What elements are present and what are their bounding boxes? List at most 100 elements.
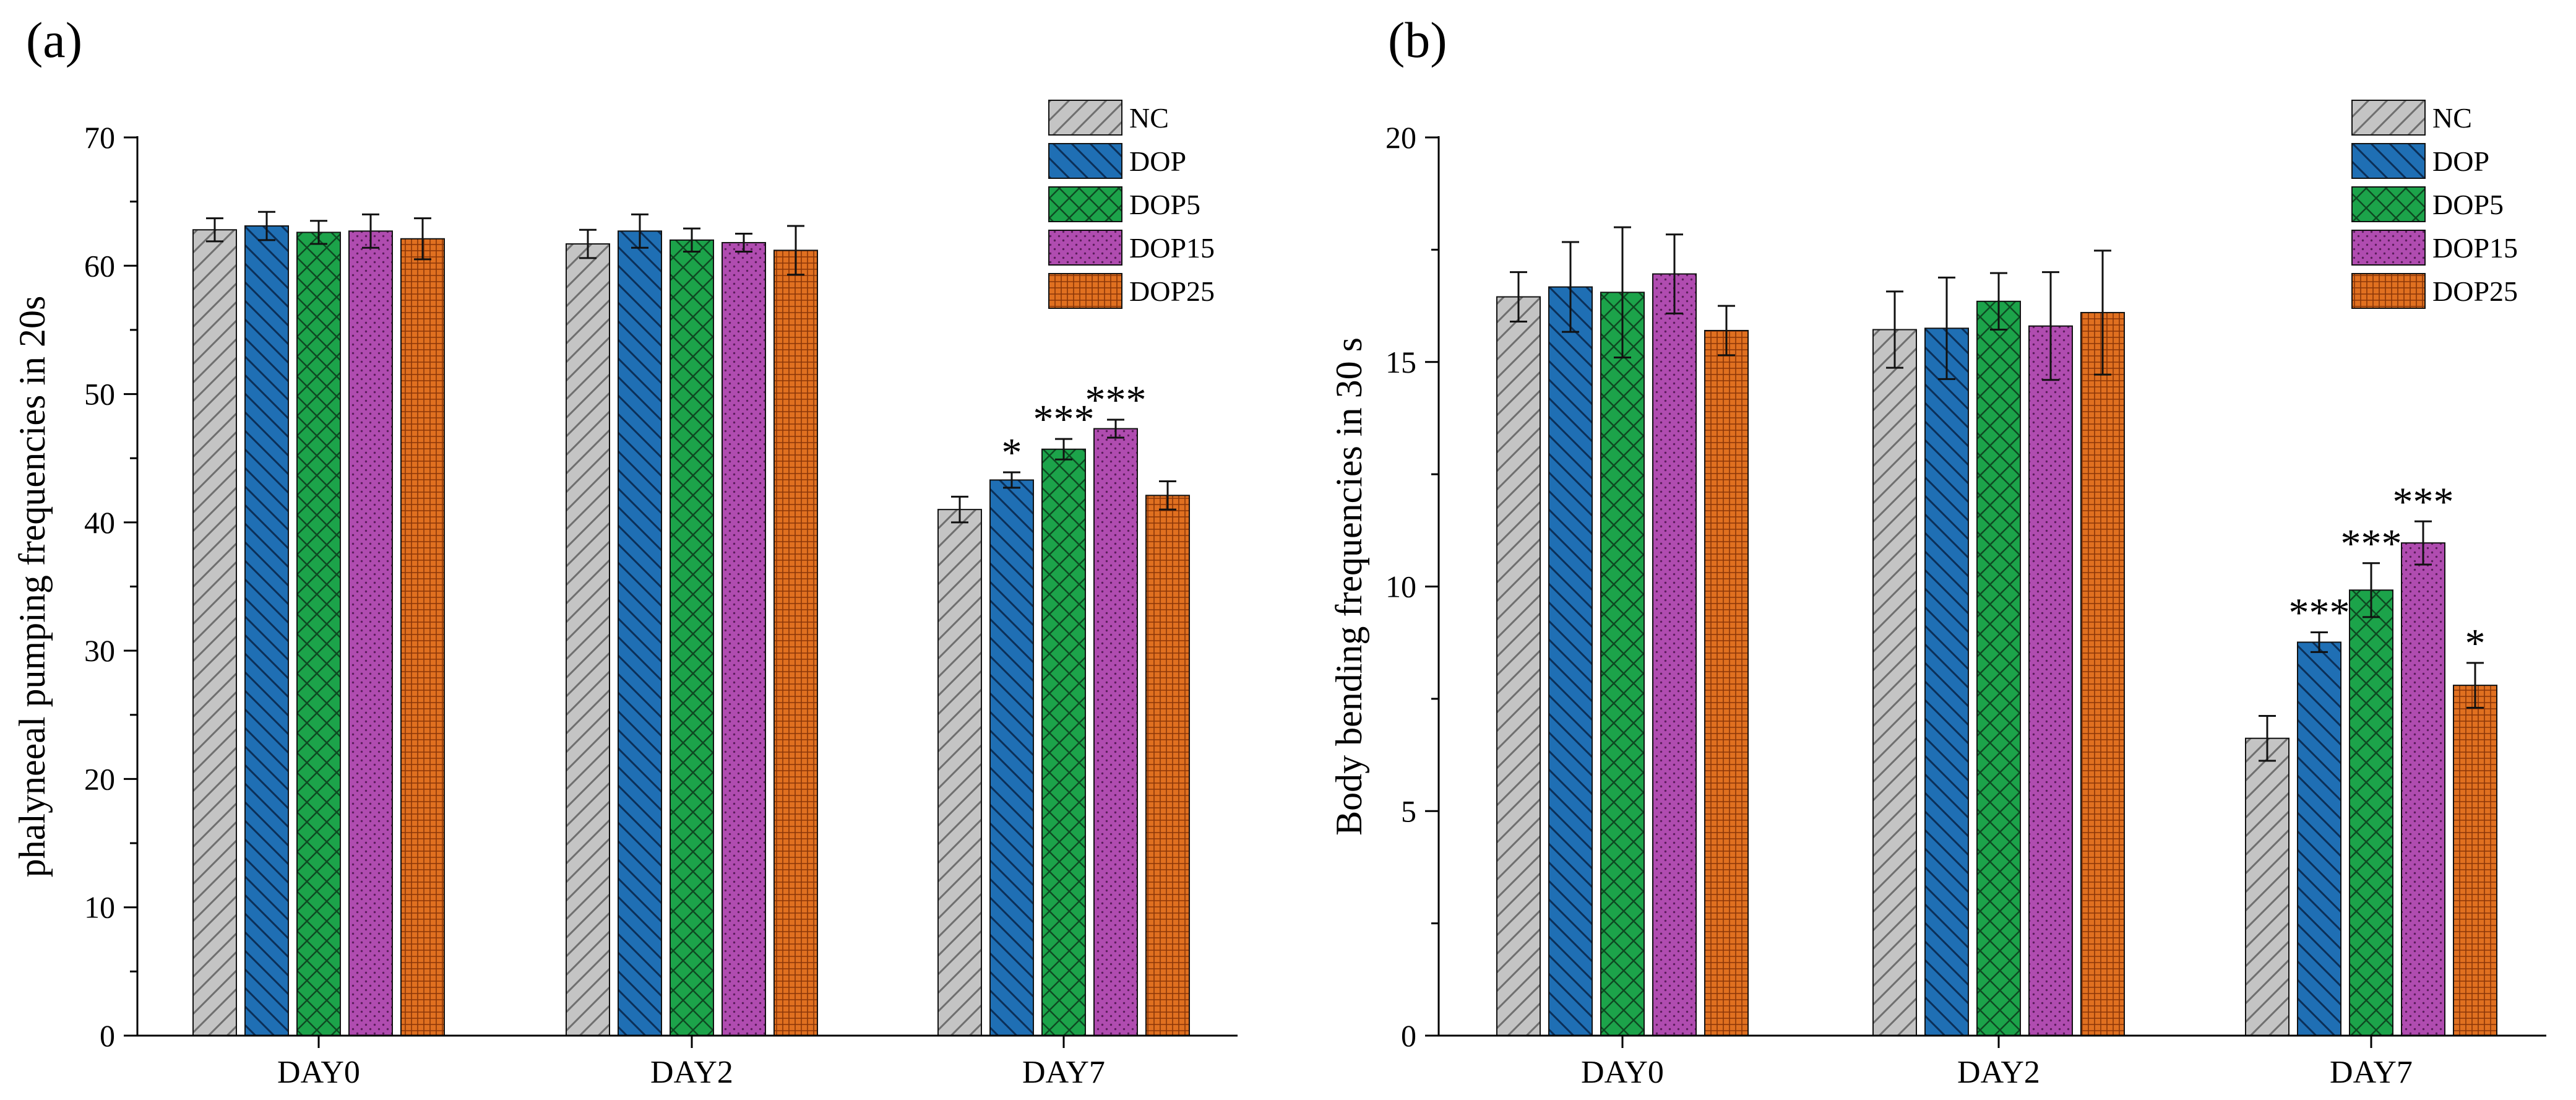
bar-DOP15-DAY7 xyxy=(2401,542,2445,1036)
significance-DOP-DAY7: *** xyxy=(2289,591,2350,636)
bar-DOP5-DAY0 xyxy=(296,232,341,1036)
error-bar-DOP15-DAY0 xyxy=(362,213,379,249)
legend-label-NC: NC xyxy=(2432,102,2472,134)
panel-a-chart: (a) phalyneeal pumping frequencies in 20s… xyxy=(12,12,1238,1090)
error-bar-DOP25-DAY0 xyxy=(414,217,431,261)
y-tick-label: 30 xyxy=(84,633,115,668)
bar-NC-DAY7 xyxy=(937,509,982,1036)
error-bar-DOP-DAY2 xyxy=(1938,276,1955,380)
legend-swatch-DOP xyxy=(1048,143,1122,179)
error-bar-DOP15-DAY7 xyxy=(1107,418,1124,439)
legend-label-DOP5: DOP5 xyxy=(2432,189,2504,220)
bar-DOP-DAY0 xyxy=(244,225,289,1037)
bar-NC-DAY7 xyxy=(2245,737,2290,1036)
bar-DOP-DAY2 xyxy=(618,230,662,1036)
legend-label-DOP25: DOP25 xyxy=(2432,275,2518,307)
error-bar-DOP5-DAY7 xyxy=(2363,562,2380,618)
error-bar-NC-DAY0 xyxy=(1510,271,1527,323)
x-tick-label-DAY2: DAY2 xyxy=(650,1055,733,1090)
bar-DOP5-DAY2 xyxy=(1976,300,2021,1036)
y-tick-label: 70 xyxy=(84,120,115,155)
legend-swatch-DOP5 xyxy=(2351,186,2426,222)
legend-label-DOP5: DOP5 xyxy=(1129,189,1200,220)
error-bar-DOP25-DAY2 xyxy=(2094,249,2111,376)
significance-DOP25-DAY7: * xyxy=(2465,621,2486,666)
bar-NC-DAY0 xyxy=(192,229,237,1036)
significance-DOP-DAY7: * xyxy=(1002,430,1022,475)
bar-NC-DAY2 xyxy=(1872,329,1917,1036)
legend-swatch-DOP15 xyxy=(1048,230,1122,266)
error-bar-DOP25-DAY2 xyxy=(787,225,804,276)
legend: NC DOP DOP5 DOP15 DOP25 xyxy=(2351,100,2518,309)
bar-NC-DAY0 xyxy=(1496,296,1541,1036)
error-bar-DOP25-DAY7 xyxy=(2466,662,2484,709)
bar-DOP-DAY2 xyxy=(1924,327,1969,1036)
panel-label: (b) xyxy=(1388,12,1447,68)
bar-DOP15-DAY2 xyxy=(2028,325,2073,1037)
error-bar-NC-DAY2 xyxy=(1886,290,1903,369)
bar-DOP-DAY7 xyxy=(2297,641,2341,1037)
legend-swatch-DOP5 xyxy=(1048,186,1122,222)
bar-DOP15-DAY2 xyxy=(722,241,766,1037)
legend-swatch-DOP25 xyxy=(1048,273,1122,309)
bar-DOP5-DAY7 xyxy=(1041,448,1086,1036)
legend-swatch-DOP xyxy=(2351,143,2426,179)
panel-b-chart: (b)Body bending frequencies in 30 s *****… xyxy=(1329,12,2546,1090)
legend-swatch-NC xyxy=(1048,100,1122,136)
error-bar-DOP15-DAY2 xyxy=(2042,271,2059,381)
bar-DOP25-DAY0 xyxy=(1704,329,1749,1037)
bar-DOP15-DAY0 xyxy=(1652,273,1697,1036)
legend-swatch-DOP25 xyxy=(2351,273,2426,309)
error-bar-DOP25-DAY7 xyxy=(1159,480,1176,511)
y-tick-label: 10 xyxy=(84,890,115,925)
bar-DOP25-DAY7 xyxy=(2453,685,2497,1036)
bar-DOP-DAY7 xyxy=(989,479,1034,1036)
y-tick-label: 50 xyxy=(84,377,115,412)
y-tick-label: 0 xyxy=(100,1018,115,1053)
error-bar-DOP15-DAY2 xyxy=(735,232,752,253)
bar-DOP5-DAY7 xyxy=(2349,589,2393,1036)
significance-DOP15-DAY7: *** xyxy=(1085,378,1147,423)
y-tick-label: 0 xyxy=(1401,1018,1416,1053)
error-bar-DOP5-DAY0 xyxy=(310,220,327,245)
y-tick-label: 40 xyxy=(84,505,115,540)
legend-label-DOP15: DOP15 xyxy=(1129,232,1215,264)
legend-swatch-DOP15 xyxy=(2351,230,2426,266)
error-bar-DOP15-DAY7 xyxy=(2414,520,2432,566)
significance-DOP5-DAY7: *** xyxy=(2341,521,2402,566)
y-axis-label: phalyneeal pumping frequencies in 20s xyxy=(12,296,53,878)
y-tick-label: 10 xyxy=(1385,569,1416,604)
legend-swatch-NC xyxy=(2351,100,2426,136)
error-bar-DOP-DAY7 xyxy=(1003,471,1020,489)
bar-DOP15-DAY7 xyxy=(1093,428,1138,1036)
error-bar-DOP15-DAY0 xyxy=(1666,233,1683,314)
bar-DOP15-DAY0 xyxy=(348,230,393,1036)
y-tick-label: 60 xyxy=(84,248,115,283)
error-bar-DOP5-DAY2 xyxy=(1990,272,2007,331)
legend-label-DOP25: DOP25 xyxy=(1129,275,1215,307)
y-tick-label: 15 xyxy=(1385,345,1416,379)
significance-DOP15-DAY7: *** xyxy=(2393,479,2454,524)
bar-DOP5-DAY0 xyxy=(1600,292,1645,1036)
legend-label-DOP: DOP xyxy=(2432,145,2489,177)
legend-label-DOP: DOP xyxy=(1129,145,1186,177)
y-tick-label: 20 xyxy=(84,761,115,796)
panel-label: (a) xyxy=(26,12,82,68)
bar-NC-DAY2 xyxy=(566,243,610,1037)
error-bar-DOP-DAY0 xyxy=(258,210,275,241)
error-bar-DOP5-DAY7 xyxy=(1055,438,1072,461)
error-bar-DOP5-DAY2 xyxy=(683,227,700,253)
y-axis-label: Body bending frequencies in 30 s xyxy=(1329,337,1369,836)
significance-DOP5-DAY7: *** xyxy=(1033,397,1095,442)
error-bar-NC-DAY7 xyxy=(951,495,968,524)
bar-DOP25-DAY2 xyxy=(773,249,818,1037)
y-tick-label: 5 xyxy=(1401,794,1416,828)
legend: NC DOP DOP5 DOP15 DOP25 xyxy=(1048,100,1215,309)
bar-DOP-DAY0 xyxy=(1548,286,1593,1036)
bar-DOP25-DAY7 xyxy=(1145,495,1190,1036)
error-bar-DOP25-DAY0 xyxy=(1718,305,1735,357)
error-bar-DOP-DAY0 xyxy=(1562,241,1579,333)
error-bar-NC-DAY2 xyxy=(579,228,597,259)
bar-DOP25-DAY2 xyxy=(2080,311,2125,1037)
